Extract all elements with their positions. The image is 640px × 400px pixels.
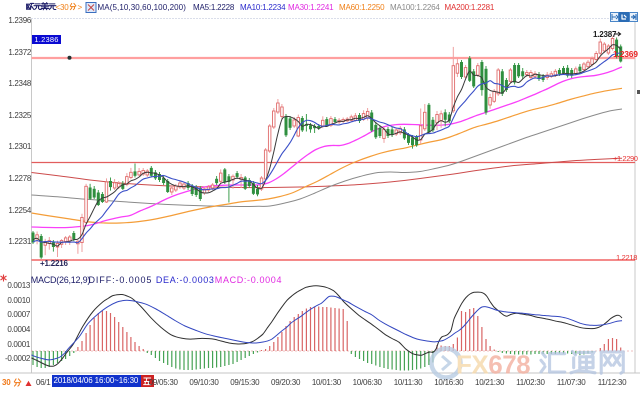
svg-text:FX678: FX678 <box>456 350 530 380</box>
